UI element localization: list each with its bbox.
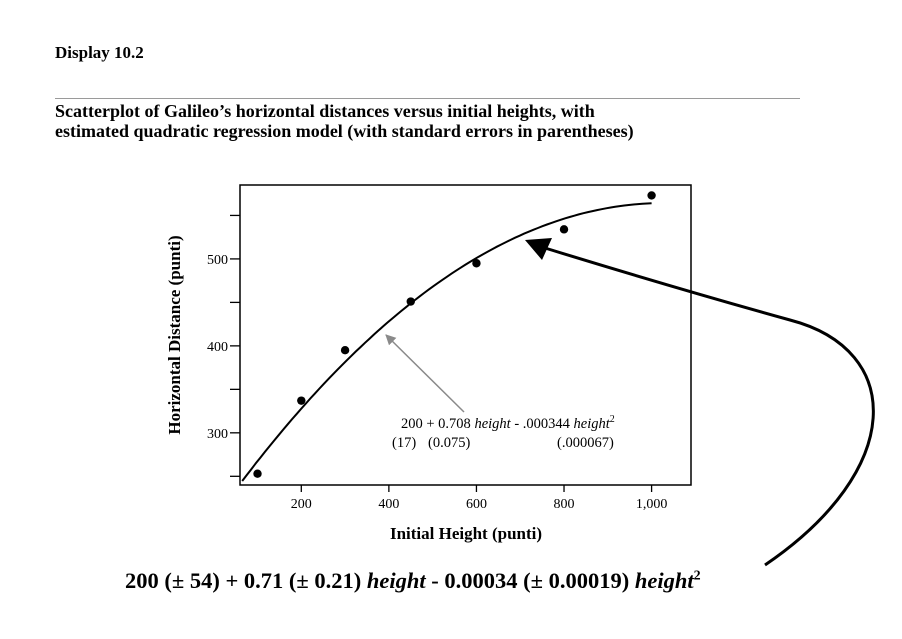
caption-line-1: Scatterplot of Galileo’s horizontal dist… [55, 101, 595, 121]
callout-arrow-line [544, 246, 875, 567]
y-tick-label: 400 [207, 340, 228, 355]
annotation-pointer [385, 334, 465, 413]
display-label: Display 10.2 [55, 43, 144, 62]
data-point [559, 225, 569, 234]
regression-equation: 200 (± 54) + 0.71 (± 0.21) height - 0.00… [125, 568, 701, 594]
y-tick-label: 500 [207, 253, 228, 268]
data-point [340, 346, 350, 355]
x-tick-label: 400 [378, 497, 399, 512]
x-tick-label: 600 [466, 497, 487, 512]
annotation-equation: 200 + 0.708 height - .000344 height2 [401, 414, 615, 432]
annotation-se-3: (.000067) [557, 435, 614, 451]
callout-arrow-head [525, 238, 552, 260]
divider [55, 98, 800, 99]
y-axis-label: Horizontal Distance (punti) [165, 235, 184, 434]
x-axis: 200 400 600 800 1,000 [291, 485, 668, 512]
equation-part-2: - 0.00034 (± 0.00019) [425, 568, 635, 593]
data-points [253, 191, 656, 478]
data-point [472, 259, 481, 268]
x-tick-label: 200 [291, 497, 312, 512]
equation-exponent: 2 [693, 568, 701, 584]
data-point [297, 396, 306, 405]
data-point [253, 469, 262, 478]
annotation-se-2: (0.075) [428, 435, 470, 451]
annotation-var1: height [474, 416, 511, 432]
equation-var-2: height [634, 568, 694, 593]
caption-line-2: estimated quadratic regression model (wi… [55, 121, 634, 141]
annotation-mid: - .000344 [511, 416, 574, 432]
annotation-const: 200 + 0.708 [401, 416, 474, 432]
x-tick-label: 800 [554, 497, 575, 512]
data-point [647, 191, 656, 200]
x-tick-label: 1,000 [636, 497, 668, 512]
x-axis-label: Initial Height (punti) [390, 524, 542, 543]
annotation-var2: height [574, 416, 611, 432]
annotation-exponent: 2 [610, 414, 615, 425]
equation-part-1: 200 (± 54) + 0.71 (± 0.21) [125, 568, 367, 593]
y-tick-label: 300 [207, 427, 228, 442]
annotation-se-1: (17) [392, 435, 416, 451]
data-point [406, 297, 415, 306]
plot-frame [239, 184, 692, 486]
y-axis: 300 400 500 [207, 214, 240, 477]
equation-var-1: height [366, 568, 426, 593]
fitted-curve [241, 202, 652, 482]
chart-caption: Scatterplot of Galileo’s horizontal dist… [55, 101, 845, 141]
